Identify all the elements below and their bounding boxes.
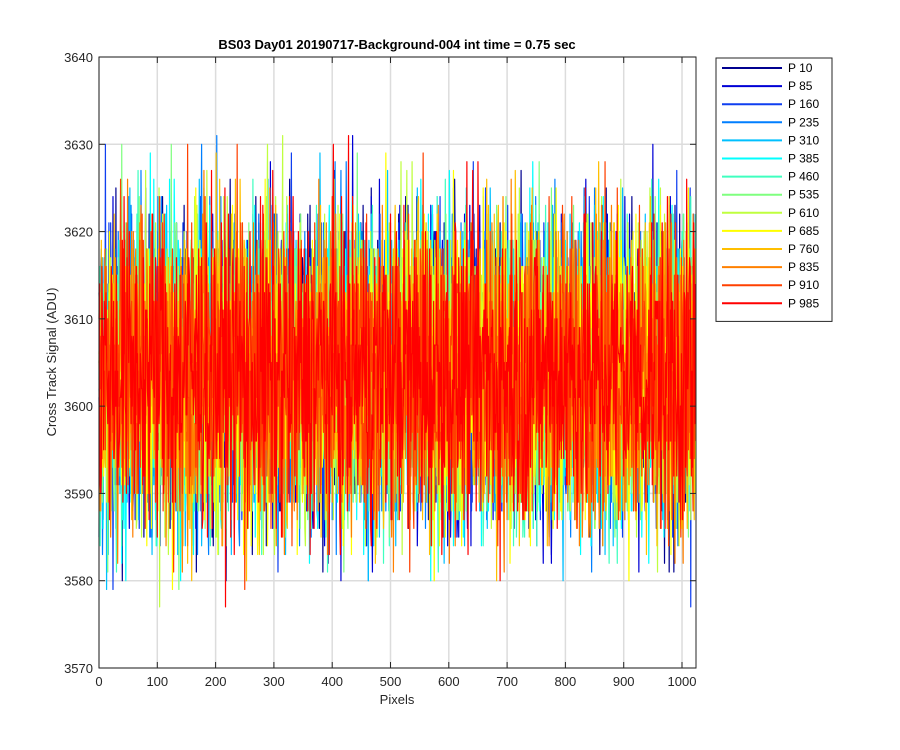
legend-entry-label: P 385 xyxy=(788,152,819,166)
x-tick-label: 800 xyxy=(555,674,577,689)
y-tick-label: 3570 xyxy=(64,661,93,676)
chart-title: BS03 Day01 20190717-Background-004 int t… xyxy=(218,37,575,52)
y-tick-label: 3630 xyxy=(64,137,93,152)
legend-entry-label: P 310 xyxy=(788,133,819,147)
x-tick-label: 1000 xyxy=(668,674,697,689)
legend-entry-label: P 985 xyxy=(788,296,819,310)
y-tick-label: 3620 xyxy=(64,225,93,240)
legend-entry-label: P 610 xyxy=(788,206,819,220)
y-tick-label: 3640 xyxy=(64,50,93,65)
series-lines xyxy=(98,134,697,608)
legend-entry-label: P 835 xyxy=(788,260,819,274)
x-axis-label: Pixels xyxy=(380,692,415,707)
x-tick-label: 100 xyxy=(146,674,168,689)
legend-entry-label: P 760 xyxy=(788,242,819,256)
legend-entry-label: P 535 xyxy=(788,188,819,202)
x-tick-label: 600 xyxy=(438,674,460,689)
y-tick-label: 3590 xyxy=(64,486,93,501)
x-tick-label: 700 xyxy=(496,674,518,689)
legend-entry-label: P 910 xyxy=(788,278,819,292)
x-tick-label: 900 xyxy=(613,674,635,689)
legend-box xyxy=(715,57,833,322)
x-tick-label: 400 xyxy=(321,674,343,689)
x-tick-label: 200 xyxy=(205,674,227,689)
y-axis-label: Cross Track Signal (ADU) xyxy=(44,288,59,437)
legend-entry-label: P 160 xyxy=(788,97,819,111)
legend-entry-label: P 460 xyxy=(788,170,819,184)
y-tick-label: 3610 xyxy=(64,312,93,327)
x-tick-label: 0 xyxy=(95,674,102,689)
legend-entry-label: P 85 xyxy=(788,79,813,93)
legend-entry-label: P 235 xyxy=(788,115,819,129)
legend-entry-label: P 685 xyxy=(788,224,819,238)
x-tick-label: 300 xyxy=(263,674,285,689)
x-tick-label: 500 xyxy=(380,674,402,689)
legend: P 10 P 85 P 160 P 235 P 310 P 385 P 460 P 535 P … xyxy=(715,57,833,322)
axes-box xyxy=(98,56,697,669)
legend-entry-label: P 10 xyxy=(788,61,813,75)
y-tick-label: 3600 xyxy=(64,399,93,414)
series-line-p985 xyxy=(98,134,697,608)
y-tick-label: 3580 xyxy=(64,574,93,589)
axis-ticks: 0 100 200 300 400 500 600 700 800 900 1000 3570 3580… xyxy=(64,50,696,689)
